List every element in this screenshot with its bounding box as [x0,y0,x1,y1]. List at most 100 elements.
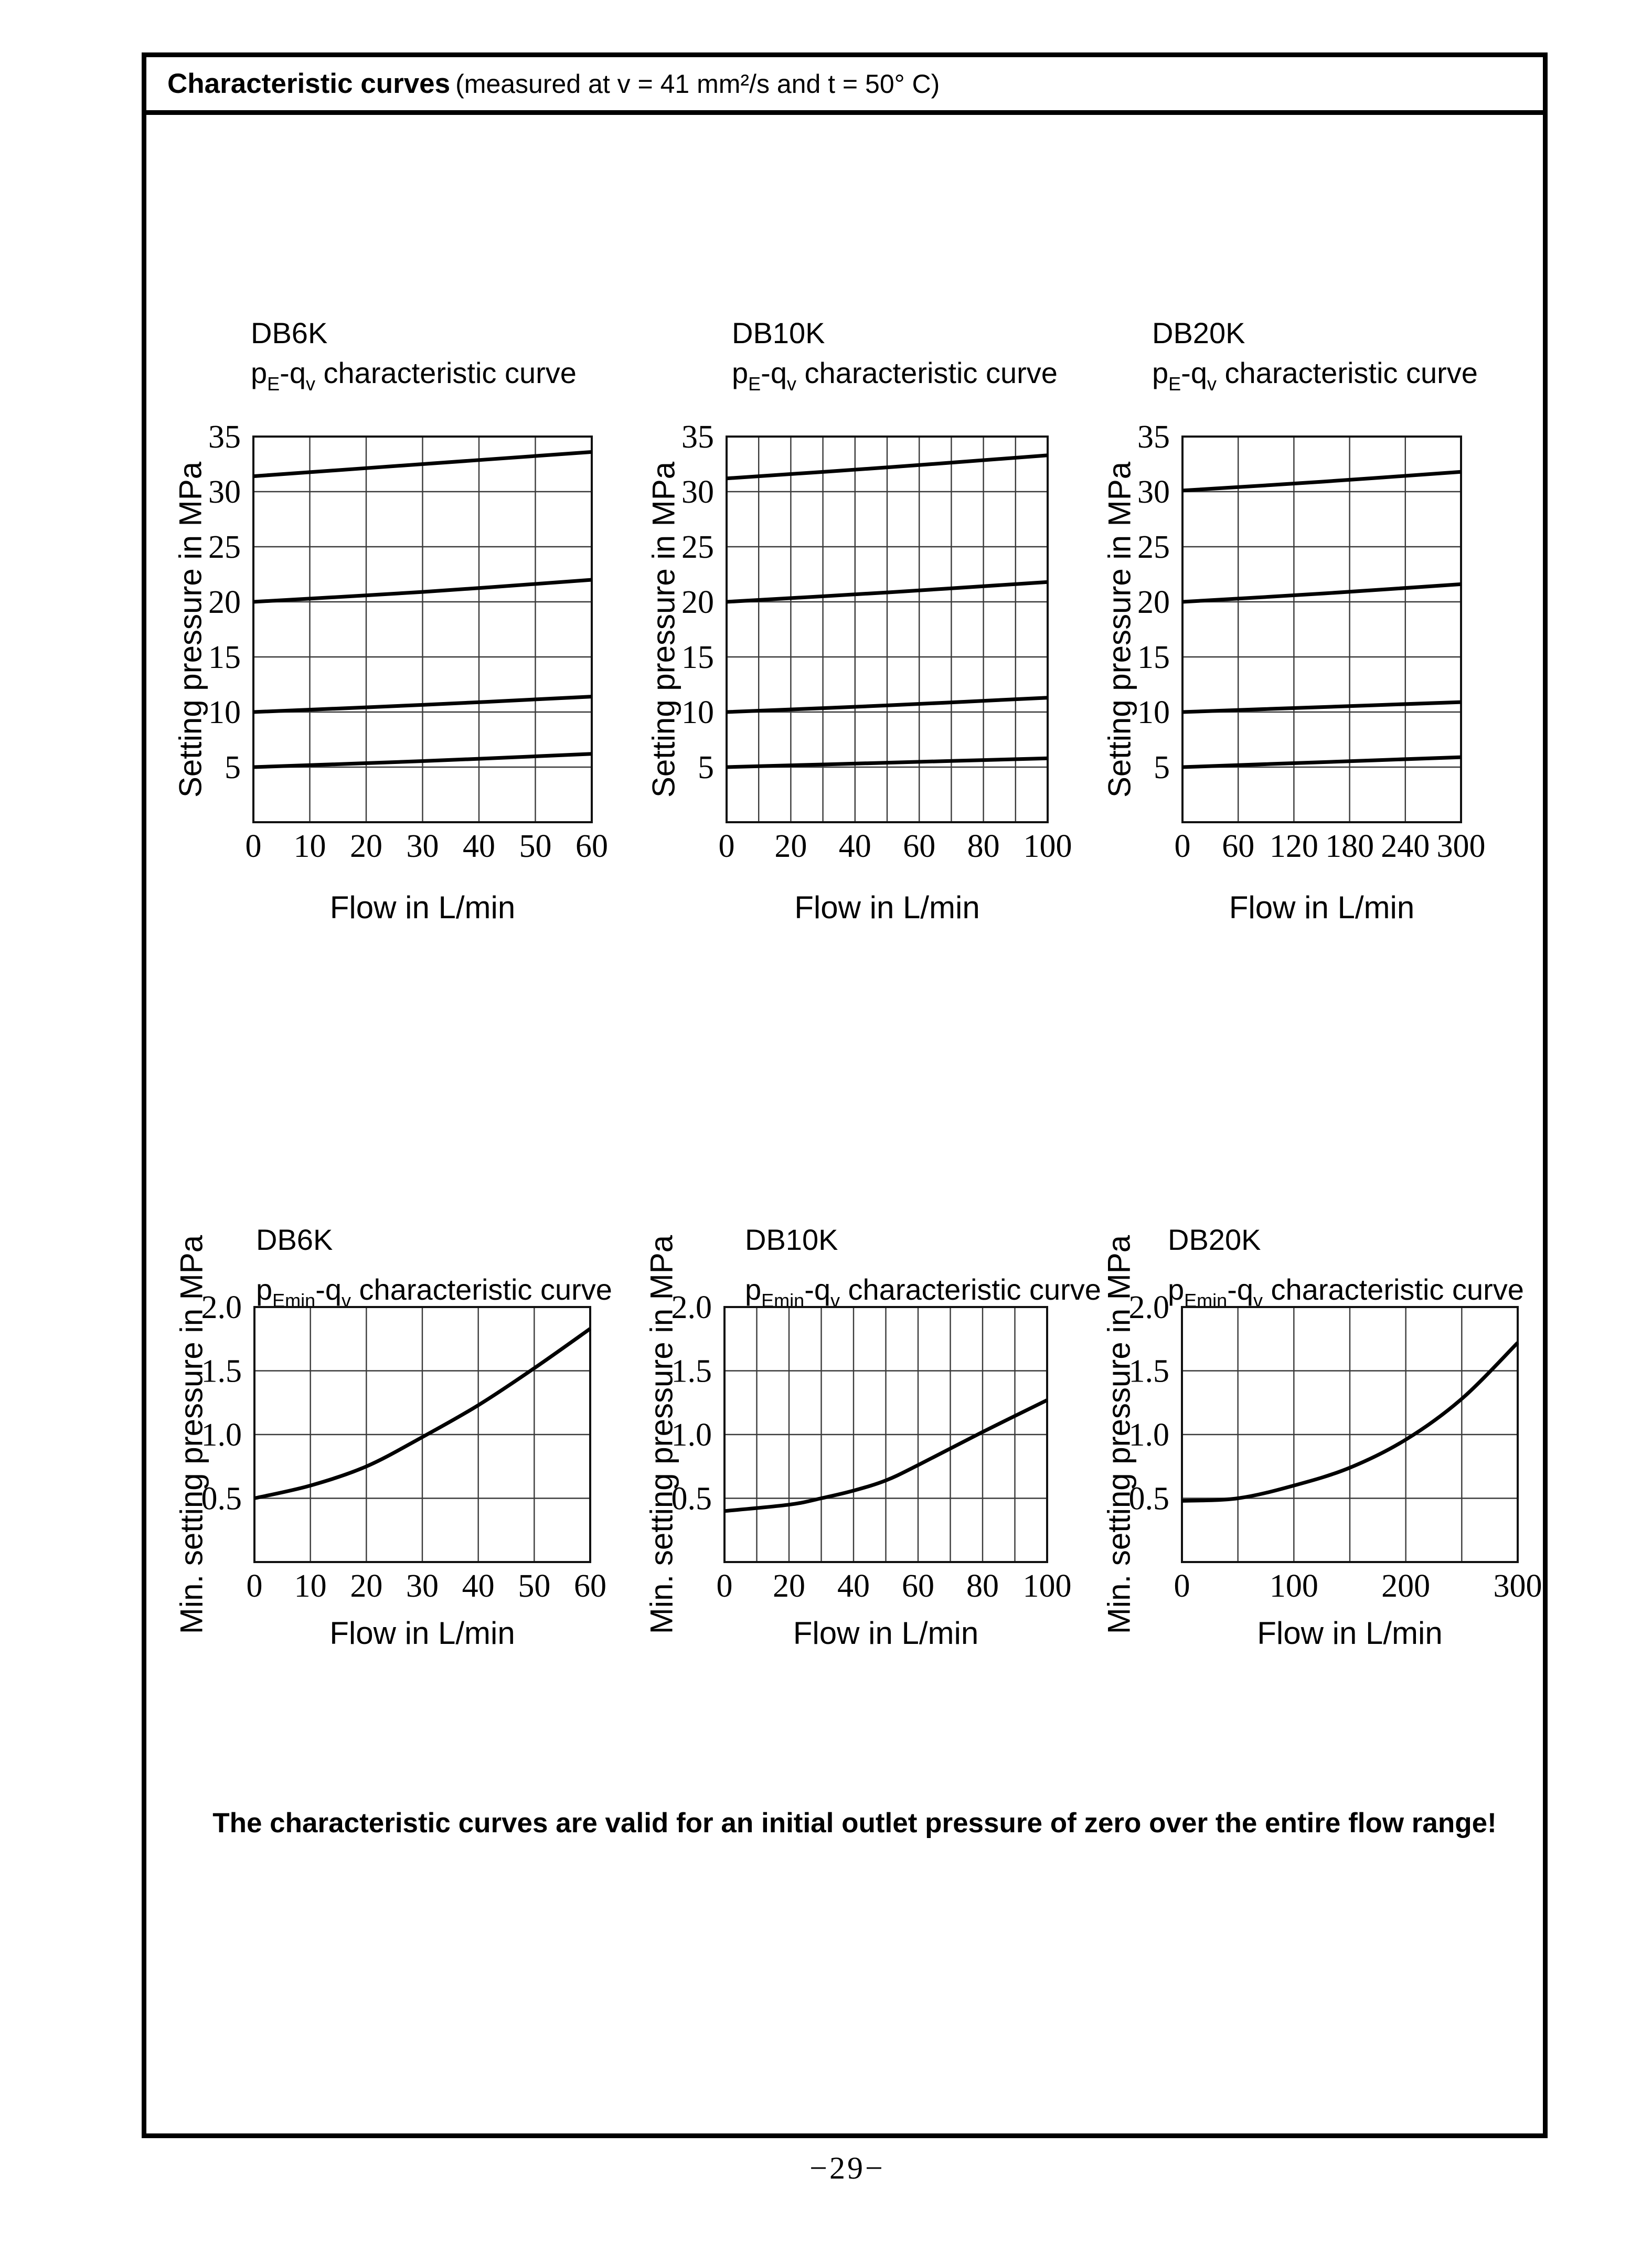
y-tick-label: 5 [1154,750,1170,785]
x-tick-label: 20 [350,1568,382,1604]
x-tick-label: 80 [967,829,1000,864]
x-tick-label: 60 [1222,829,1254,864]
subtitle-text: -q [1227,1273,1253,1306]
x-axis-title: Flow in L/min [329,890,516,925]
curve [1181,1341,1519,1503]
header-conditions: (measured at v = 41 mm²/s and t = 50° C) [455,69,940,99]
chart-subtitle: pE-qv characteristic curve [1152,356,1478,394]
y-tick-label: 25 [681,529,714,565]
subscript: v [1253,1290,1263,1311]
x-tick-label: 20 [774,829,807,864]
curve [253,695,592,714]
x-tick-label: 50 [519,829,552,864]
x-tick-label: 240 [1381,829,1430,864]
chart-title: DB20K [1152,316,1245,349]
x-tick-label: 80 [966,1568,999,1604]
chart-title: DB10K [732,316,825,349]
y-tick-label: 35 [1137,419,1170,455]
chart-plot: 2.0 1.5 1.0 0.5 0 10 20 30 40 50 60 [201,1290,607,1604]
x-axis-title: Flow in L/min [793,1616,979,1651]
x-tick-label: 30 [406,1568,439,1604]
subtitle-text: characteristic curve [315,356,577,389]
x-tick-label: 100 [1270,1568,1318,1604]
y-tick-label: 2.0 [1129,1290,1170,1325]
curve [1182,755,1462,769]
x-tick-label: 40 [839,829,871,864]
chart-plot: 35 30 25 20 15 10 5 0 60 120 180 240 300 [1137,419,1486,864]
chart-title: DB6K [256,1223,333,1256]
subtitle-text: characteristic curve [796,356,1058,389]
y-tick-label: 30 [1137,474,1170,510]
curve [1182,470,1462,493]
x-tick-label: 10 [294,829,326,864]
y-tick-label: 2.0 [672,1290,712,1325]
subtitle-text: characteristic curve [839,1273,1101,1306]
y-tick-label: 10 [208,695,241,730]
subscript: v [341,1290,351,1311]
y-tick-label: 1.0 [672,1417,712,1453]
subscript: E [267,373,280,395]
y-tick-label: 1.0 [1129,1417,1170,1453]
subtitle-text: p [732,356,749,389]
x-tick-label: 60 [902,1568,934,1604]
subtitle-text: p [256,1273,273,1306]
subtitle-text: characteristic curve [1262,1273,1524,1306]
x-tick-label: 0 [247,1568,263,1604]
chart-plot: 2.0 1.5 1.0 0.5 0 100 200 300 [1129,1290,1542,1604]
chart-title: DB20K [1168,1223,1261,1256]
x-tick-label: 120 [1270,829,1318,864]
x-tick-label: 40 [462,1568,495,1604]
chart-plot: 35 30 25 20 15 10 5 0 20 40 60 80 100 [681,419,1072,864]
subscript: v [305,373,315,395]
footer-note: The characteristic curves are valid for … [212,1808,1497,1839]
curve [726,756,1048,769]
x-tick-label: 0 [719,829,735,864]
y-tick-label: 20 [1137,585,1170,620]
y-tick-label: 25 [1137,529,1170,565]
x-tick-label: 100 [1024,829,1072,864]
y-tick-label: 0.5 [1129,1481,1170,1517]
subtitle-text: -q [280,356,306,389]
x-tick-label: 60 [903,829,935,864]
x-axis-title: Flow in L/min [329,1616,515,1651]
chart-plot: 2.0 1.5 1.0 0.5 0 20 40 60 80 100 [672,1290,1072,1604]
chart-subtitle: pE-qv characteristic curve [251,356,577,394]
y-tick-label: 25 [208,529,241,565]
x-tick-label: 30 [407,829,439,864]
subscript: E [1168,373,1181,395]
y-tick-label: 15 [1137,640,1170,675]
y-tick-label: 10 [681,695,714,730]
x-tick-label: 100 [1023,1568,1072,1604]
x-tick-label: 0 [246,829,262,864]
y-tick-label: 10 [1137,695,1170,730]
y-tick-label: 1.5 [201,1354,242,1389]
y-tick-label: 2.0 [201,1290,242,1325]
page-header: Characteristic curves (measured at v = 4… [146,57,1543,115]
x-axis-title: Flow in L/min [1257,1616,1443,1651]
y-tick-label: 0.5 [672,1481,712,1517]
curve [253,752,592,769]
x-tick-label: 200 [1381,1568,1430,1604]
chart-title: DB6K [251,316,328,349]
subtitle-text: p [1152,356,1169,389]
x-tick-label: 0 [1175,829,1191,864]
x-tick-label: 10 [294,1568,327,1604]
x-tick-label: 300 [1437,829,1486,864]
y-tick-label: 15 [208,640,241,675]
subtitle-text: characteristic curve [350,1273,612,1306]
y-tick-label: 30 [681,474,714,510]
x-tick-label: 60 [575,829,608,864]
x-tick-label: 180 [1325,829,1374,864]
curve [724,1398,1048,1513]
curve [726,453,1048,481]
x-tick-label: 20 [773,1568,805,1604]
page-number: −29− [809,2151,885,2185]
subtitle-text: -q [804,1273,830,1306]
subtitle-text: p [745,1273,762,1306]
chart-subtitle: pEmin-qv characteristic curve [1168,1272,1524,1310]
chart-subtitle: pEmin-qv characteristic curve [256,1272,612,1310]
x-tick-label: 0 [717,1568,733,1604]
x-tick-label: 20 [350,829,382,864]
